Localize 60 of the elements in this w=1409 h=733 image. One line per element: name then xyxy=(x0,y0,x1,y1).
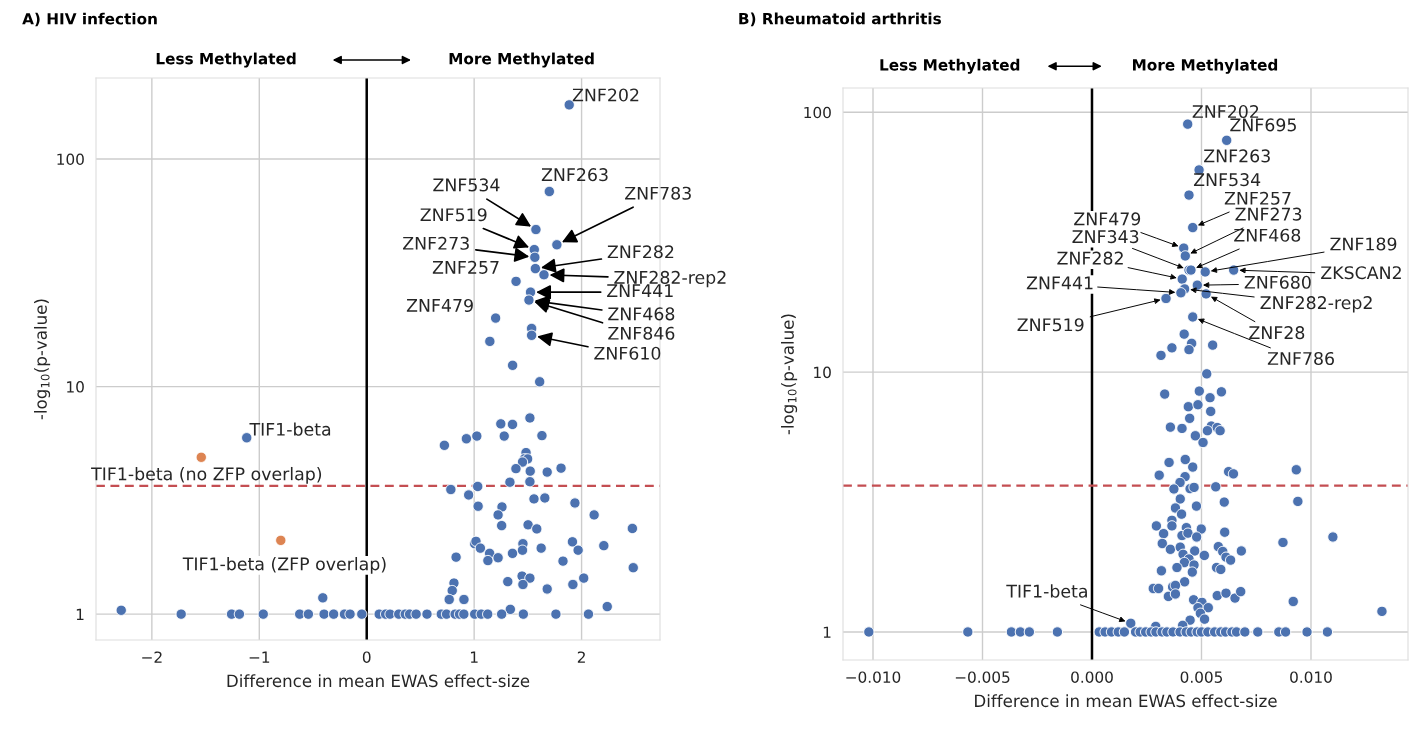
annotation: ZNF534 xyxy=(433,178,500,192)
text: More Methylated xyxy=(1133,58,1278,74)
annotation: ZNF202 xyxy=(572,88,639,102)
annotation: TIF1-beta xyxy=(249,422,331,436)
annotation: ZNF273 xyxy=(403,236,469,250)
x-tick-label: 0.000 xyxy=(1071,671,1113,683)
x-tick-label: −2 xyxy=(142,651,162,663)
annotation: ZNF257 xyxy=(432,260,499,274)
annotation: ZNF282-rep2 xyxy=(1260,296,1372,313)
x-tick-label: 0 xyxy=(362,651,371,663)
annotation: TIF1-beta (ZFP overlap) xyxy=(182,556,386,574)
annotation: ZNF441 xyxy=(1026,276,1093,290)
annotation: ZNF282 xyxy=(1057,251,1123,265)
annotation: ZNF468 xyxy=(1234,228,1301,242)
annotation: ZNF202 xyxy=(1192,104,1259,119)
y-tick-label: 100 xyxy=(804,106,831,119)
annotation: ZKSCAN2 xyxy=(1321,266,1401,280)
annotation: ZNF519 xyxy=(1017,318,1084,332)
annotation: ZNF680 xyxy=(1244,275,1311,289)
annotation: ZNF189 xyxy=(1330,237,1397,251)
annotation: ZNF610 xyxy=(594,346,661,360)
annotation: ZNF479 xyxy=(1074,212,1141,226)
y-tick-label: 10 xyxy=(814,366,831,379)
annotation: ZNF695 xyxy=(1230,118,1296,132)
y-axis-title: -log$_{10}$(p-value) xyxy=(781,314,798,435)
y-axis-title: -log$_{10}$(p-value) xyxy=(34,299,51,420)
x-tick-label: −1 xyxy=(249,651,270,663)
x-tick-label: 2 xyxy=(577,651,585,663)
annotation: ZNF846 xyxy=(608,326,675,340)
annotation: ZNF519 xyxy=(420,208,487,222)
y-tick-label: 10 xyxy=(67,381,84,393)
x-tick-label: 1 xyxy=(470,651,478,663)
annotation: ZNF479 xyxy=(406,298,473,313)
y-tick-label: 1 xyxy=(823,626,831,638)
chart-title: B) Rheumatoid arthritis xyxy=(739,12,941,27)
x-axis-title: Difference in mean EWAS effect-size xyxy=(227,674,530,688)
annotation: ZNF786 xyxy=(1267,351,1334,366)
annotation: ZNF28 xyxy=(1249,326,1305,340)
text: More Methylated xyxy=(449,52,594,68)
annotation: ZNF263 xyxy=(1204,149,1270,163)
x-tick-label: −0.005 xyxy=(955,671,1010,683)
y-tick-label: 100 xyxy=(57,153,84,166)
annotation: TIF1-beta xyxy=(1006,584,1087,598)
x-tick-label: 0.005 xyxy=(1180,671,1223,683)
annotation: ZNF783 xyxy=(625,186,691,200)
x-tick-label: −0.010 xyxy=(846,671,901,683)
annotation: TIF1-beta (no ZFP overlap) xyxy=(91,466,322,484)
annotation: ZNF282 xyxy=(607,245,674,259)
y-tick-label: 1 xyxy=(76,608,84,620)
annotation: ZNF468 xyxy=(608,307,675,321)
annotation: ZNF273 xyxy=(1235,207,1302,221)
text: Less Methylated xyxy=(156,52,296,68)
annotation: ZNF343 xyxy=(1072,230,1139,244)
annotation: ZNF257 xyxy=(1224,191,1291,205)
chart-title: A) HIV infection xyxy=(22,12,157,27)
x-axis-title: Difference in mean EWAS effect-size xyxy=(975,694,1277,708)
annotation: ZNF263 xyxy=(541,168,608,182)
annotation: ZNF534 xyxy=(1193,173,1261,187)
x-tick-label: 0.010 xyxy=(1290,671,1332,683)
text: Less Methylated xyxy=(880,58,1020,74)
